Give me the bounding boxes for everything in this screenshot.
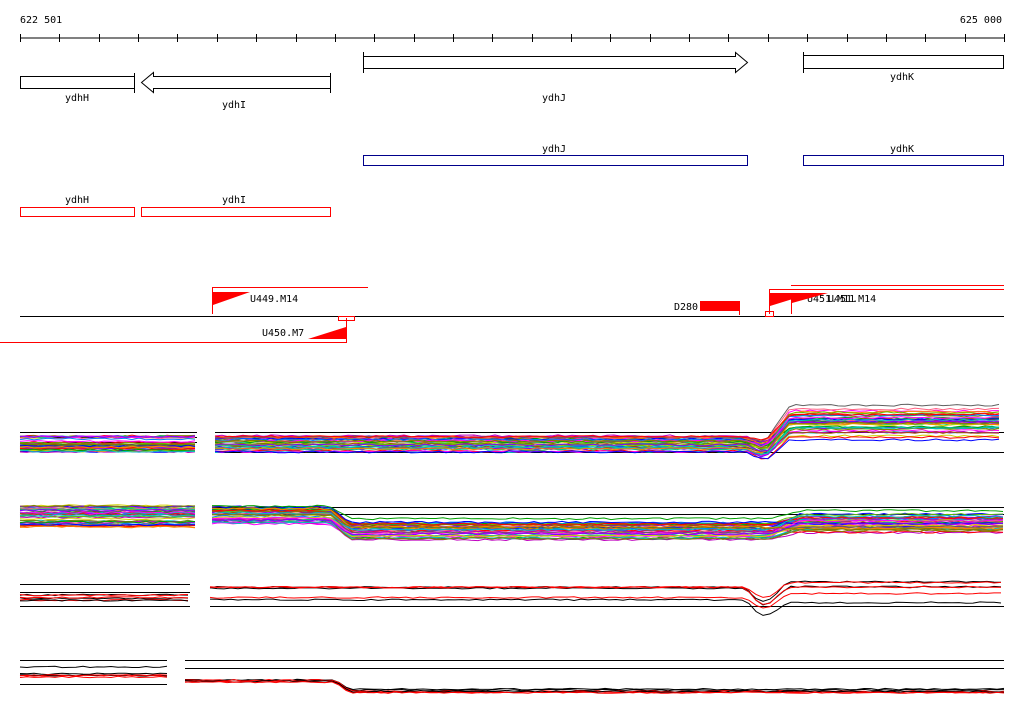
feature-U449-M14[interactable]: U449.M14 <box>212 287 368 315</box>
expression-profile-line <box>211 511 1004 531</box>
expression-profile-line <box>19 447 196 451</box>
gene-ydhK-label: ydhK <box>890 72 914 83</box>
expression-profile-line <box>19 437 196 441</box>
gene-ydhJ-label: ydhJ <box>542 93 566 104</box>
expression-profile-track-4 <box>19 660 1005 694</box>
expression-profile-line <box>19 593 189 597</box>
expression-profile-line <box>212 504 1004 521</box>
expression-profile-line <box>19 597 189 600</box>
expression-profile-line <box>19 440 196 443</box>
ruler-ticks <box>20 34 1005 42</box>
expression-profile-line <box>211 518 1004 536</box>
expression-profile-line <box>19 525 196 529</box>
gene-ydhH-box[interactable] <box>20 76 135 89</box>
expression-profile-line <box>19 512 196 516</box>
expression-profile-line <box>19 435 196 439</box>
gene-ydhI-arrow[interactable] <box>140 71 331 94</box>
feature-U451-marker <box>765 311 774 317</box>
expression-profile-line <box>214 429 1000 457</box>
expression-profile-line <box>19 442 196 446</box>
feature-U450-marker <box>338 316 355 321</box>
feature-D280[interactable]: D280 <box>674 301 740 315</box>
red-gene-track: ydhH ydhI <box>20 195 331 217</box>
feature-track: U449.M14 U450.M7 D280 U451.M11 <box>0 285 1004 343</box>
expression-profile-line <box>19 508 196 512</box>
gene-ydhK-box[interactable] <box>803 55 1004 69</box>
expression-profile-line <box>19 513 196 517</box>
expression-profile-line <box>214 422 1000 454</box>
blue-gene-ydhJ-label: ydhJ <box>542 144 566 155</box>
feature-U450-flag <box>308 327 346 339</box>
expression-profile-line <box>214 420 1000 452</box>
expression-profile-line <box>19 435 196 439</box>
expression-profile-line <box>209 592 1001 609</box>
expression-profile-line <box>19 665 168 669</box>
red-gene-ydhH-label: ydhH <box>65 195 89 206</box>
expression-profile-line <box>19 511 196 515</box>
feature-U449-label: U449.M14 <box>250 294 298 305</box>
blue-gene-ydhJ-box[interactable] <box>363 155 748 166</box>
feature-U449-flag <box>213 292 250 305</box>
expression-profile-line <box>19 520 196 524</box>
expression-profile-line <box>19 445 196 449</box>
expression-profile-track-3 <box>19 580 1004 616</box>
expression-profile-line <box>212 513 1004 531</box>
expression-profile-line <box>209 580 1002 602</box>
ruler-end-label: 625 000 <box>960 15 1002 26</box>
expression-profile-line <box>211 517 1004 534</box>
expression-profile-line <box>214 426 1000 456</box>
ruler-start-label: 622 501 <box>20 15 62 26</box>
expression-profile-line <box>19 442 196 445</box>
blue-gene-track: ydhJ ydhK <box>363 144 1004 166</box>
expression-profile-line <box>214 417 1000 451</box>
feature-U450-M7[interactable]: U450.M7 <box>0 316 355 343</box>
expression-profile-line <box>19 675 168 679</box>
expression-profile-line <box>19 523 196 527</box>
expression-profile-line <box>211 508 1004 526</box>
blue-gene-ydhK-label: ydhK <box>890 144 914 155</box>
gene-ydhI-label: ydhI <box>222 100 246 111</box>
coordinate-ruler: 622 501 625 000 <box>20 15 1005 42</box>
expression-profile-line <box>19 596 189 599</box>
expression-profile-line <box>209 581 1002 598</box>
expression-profile-line <box>19 506 196 511</box>
expression-profile-line <box>19 449 196 453</box>
red-gene-ydhH-box[interactable] <box>20 207 135 217</box>
feature-U451-M14-flag <box>792 293 828 303</box>
expression-profile-line <box>19 674 168 677</box>
expression-profile-line <box>20 599 189 602</box>
expression-profile-line <box>209 598 1002 616</box>
gene-ydhH-label: ydhH <box>65 93 89 104</box>
feature-U451-M14[interactable]: U451.M14 <box>791 285 1004 315</box>
expression-profile-line <box>209 585 1002 605</box>
expression-profile-line <box>19 448 196 452</box>
expression-profile-line <box>19 517 196 521</box>
feature-U450-label: U450.M7 <box>262 328 304 339</box>
annotated-gene-track: ydhH ydhI ydhJ ydhK <box>20 51 1004 111</box>
expression-profile-line <box>214 421 1000 449</box>
expression-profile-line <box>19 522 196 526</box>
expression-profile-track-1 <box>19 403 1004 460</box>
feature-U451-M14-label: U451.M14 <box>828 294 876 305</box>
expression-profile-line <box>19 520 196 524</box>
expression-profile-line <box>214 412 1000 441</box>
feature-U451-M11-label: U451.M11 <box>807 294 855 305</box>
feature-D280-label: D280 <box>674 302 698 313</box>
red-gene-ydhI-box[interactable] <box>141 207 331 217</box>
blue-gene-ydhK-box[interactable] <box>803 155 1004 166</box>
gene-ydhJ-arrow[interactable] <box>363 51 749 74</box>
expression-profile-track-2 <box>19 504 1004 542</box>
expression-profile-line <box>19 672 168 676</box>
expression-profile-line <box>214 438 1000 460</box>
red-gene-ydhI-label: ydhI <box>222 195 246 206</box>
feature-D280-block <box>700 301 740 311</box>
expression-profile-line <box>19 504 196 508</box>
expression-profile-line <box>211 505 1004 526</box>
expression-profile-line <box>184 680 1005 694</box>
expression-profile-line <box>215 410 1000 445</box>
